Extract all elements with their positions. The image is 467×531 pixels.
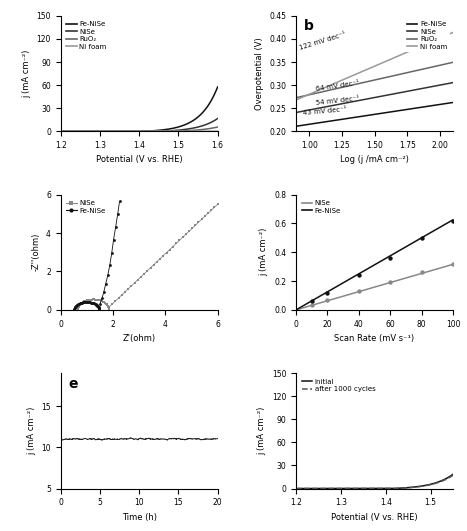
Legend: Fe-NiSe, NiSe, RuO₂, Ni foam: Fe-NiSe, NiSe, RuO₂, Ni foam — [64, 20, 109, 52]
Legend: NiSe, Fe-NiSe: NiSe, Fe-NiSe — [64, 198, 108, 216]
Text: d: d — [304, 198, 314, 212]
Y-axis label: j (mA cm⁻²): j (mA cm⁻²) — [260, 228, 269, 277]
Text: 122 mV dec⁻¹: 122 mV dec⁻¹ — [299, 31, 347, 50]
Y-axis label: -Z''(ohm): -Z''(ohm) — [32, 233, 41, 271]
Y-axis label: j (mA cm⁻²): j (mA cm⁻²) — [22, 49, 31, 98]
Text: e: e — [69, 376, 78, 391]
Y-axis label: j (mA cm⁻²): j (mA cm⁻²) — [27, 407, 36, 455]
initial — [446, 474, 451, 481]
Legend: Fe-NiSe, NiSe, RuO₂, Ni foam: Fe-NiSe, NiSe, RuO₂, Ni foam — [405, 20, 450, 52]
after 1000 cycles — [446, 475, 451, 481]
after 1000 cycles — [446, 475, 451, 481]
Legend: initial, after 1000 cycles: initial, after 1000 cycles — [299, 376, 378, 395]
initial — [293, 485, 299, 492]
after 1000 cycles — [369, 485, 375, 492]
after 1000 cycles — [301, 485, 307, 492]
after 1000 cycles — [293, 485, 299, 492]
Legend: NiSe, Fe-NiSe: NiSe, Fe-NiSe — [299, 198, 343, 216]
Point — [418, 268, 425, 277]
Text: f: f — [304, 376, 310, 391]
Y-axis label: j (mA cm⁻²): j (mA cm⁻²) — [257, 407, 266, 455]
Point — [355, 287, 362, 295]
X-axis label: Z'(ohm): Z'(ohm) — [123, 334, 156, 343]
Point — [418, 234, 425, 242]
Y-axis label: Overpotential (V): Overpotential (V) — [255, 37, 264, 110]
Point — [308, 297, 316, 305]
Line: after 1000 cycles: after 1000 cycles — [296, 475, 453, 489]
Text: c: c — [69, 198, 77, 212]
Text: 43 mV dec⁻¹: 43 mV dec⁻¹ — [303, 107, 347, 116]
initial — [417, 483, 423, 490]
initial — [450, 471, 456, 477]
X-axis label: Potential (V vs. RHE): Potential (V vs. RHE) — [331, 513, 418, 522]
initial — [365, 485, 371, 492]
Text: a: a — [69, 20, 78, 33]
initial — [446, 474, 451, 481]
Point — [387, 278, 394, 287]
Point — [449, 260, 457, 268]
X-axis label: Potential (V vs. RHE): Potential (V vs. RHE) — [96, 156, 183, 165]
initial — [301, 485, 307, 492]
Text: 54 mV dec⁻¹: 54 mV dec⁻¹ — [316, 95, 360, 106]
Point — [324, 296, 331, 304]
after 1000 cycles — [417, 483, 423, 490]
Point — [449, 216, 457, 225]
X-axis label: Scan Rate (mV s⁻¹): Scan Rate (mV s⁻¹) — [334, 334, 415, 343]
initial — [369, 485, 375, 492]
Point — [387, 254, 394, 262]
X-axis label: Time (h): Time (h) — [122, 513, 156, 522]
Point — [355, 271, 362, 279]
Point — [324, 288, 331, 297]
Point — [308, 301, 316, 309]
Line: initial: initial — [296, 474, 453, 489]
Text: 64 mV dec⁻¹: 64 mV dec⁻¹ — [316, 80, 360, 92]
Text: b: b — [304, 20, 314, 33]
after 1000 cycles — [365, 485, 371, 492]
X-axis label: Log (j /mA cm⁻²): Log (j /mA cm⁻²) — [340, 156, 409, 165]
after 1000 cycles — [450, 472, 456, 478]
